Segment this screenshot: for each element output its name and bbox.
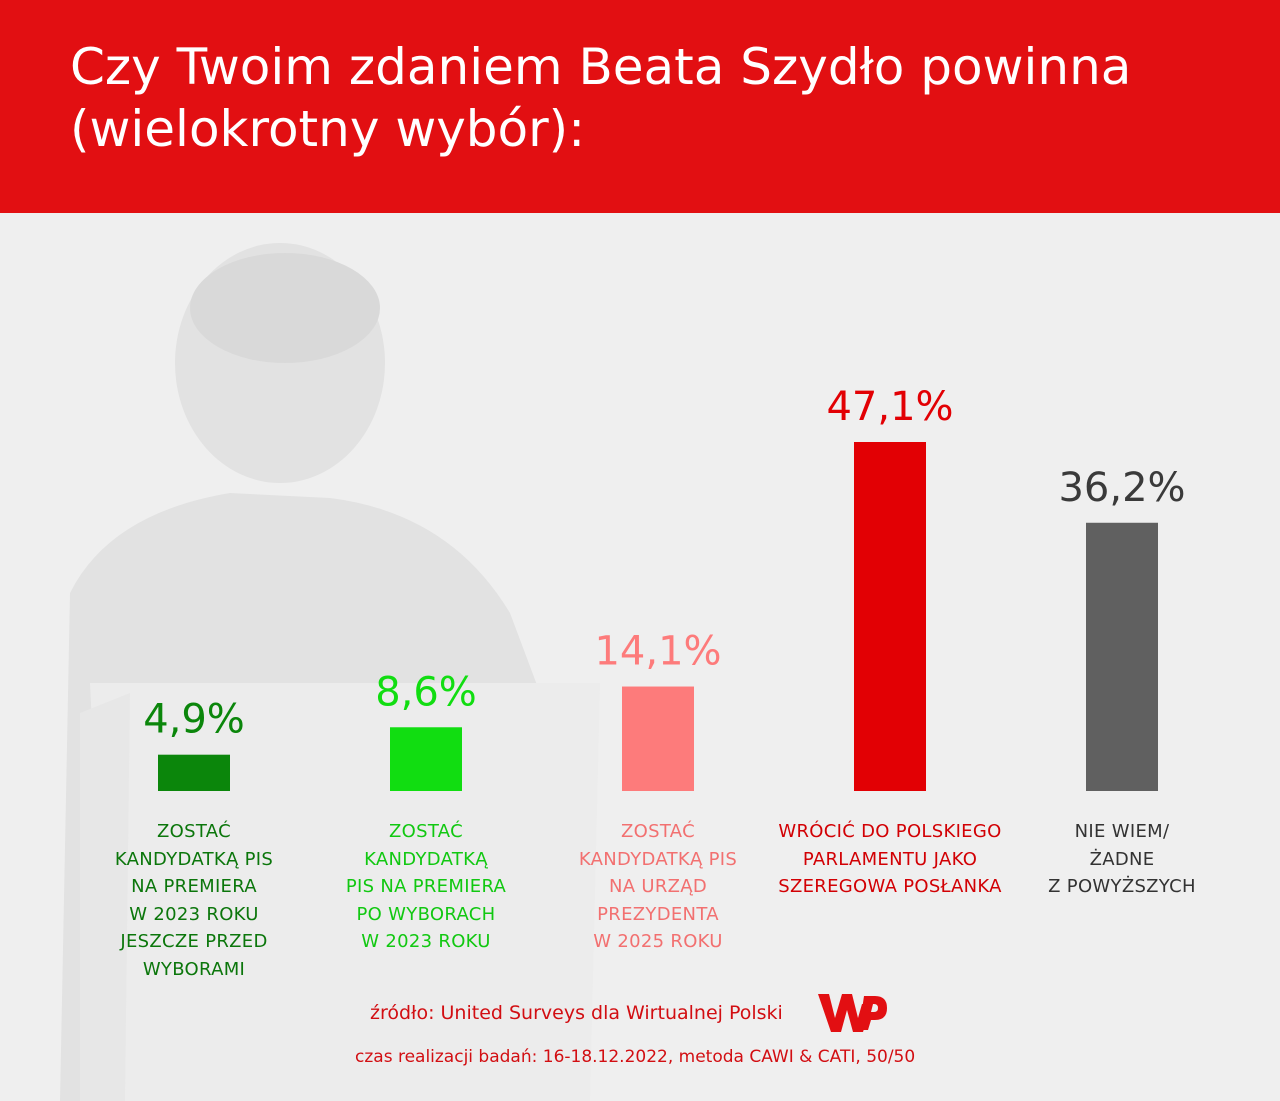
category-label-line: KANDYDATKĄ PIS xyxy=(578,848,738,870)
bar-1 xyxy=(158,754,230,791)
value-label-3: 14,1% xyxy=(594,629,721,675)
category-label-line: NIE WIEM/ xyxy=(1074,821,1170,842)
category-label-5: NIE WIEM/ŻADNE Z POWYŻSZYCH xyxy=(1007,818,1237,901)
bar-chart: 4,9% 8,6% 14,1% 47,1% 36,2% xyxy=(143,384,1186,791)
bar-3 xyxy=(622,686,694,791)
category-label-4: WRÓCIĆ DO POLSKIEGO PARLAMENTU JAKO SZEREG… xyxy=(775,818,1005,901)
source-text: źródło: United Surveys dla Wirtualnej Po… xyxy=(370,1002,783,1024)
category-label-2: ZOSTAĆ KANDYDATKĄ PIS NA PREMIERA PO WYBORA… xyxy=(311,818,541,956)
category-label-line: PIS NA PREMIERA xyxy=(345,876,507,897)
category-label-line: ZOSTAĆ xyxy=(389,821,463,842)
category-label-line: SZEREGOWA POSŁANKA xyxy=(778,876,1002,897)
value-label-2: 8,6% xyxy=(375,669,477,715)
category-label-line: Z POWYŻSZYCH xyxy=(1048,876,1196,897)
category-label-line: NA PREMIERA xyxy=(131,876,257,897)
header-banner: Czy Twoim zdaniem Beata Szydło powinna (… xyxy=(0,0,1280,213)
category-label-line: WRÓCIĆ DO POLSKIEGO xyxy=(778,821,1002,842)
category-label-line: W 2023 ROKU xyxy=(361,931,491,952)
category-label-1: ZOSTAĆ KANDYDATKĄ PIS NA PREMIERA W 2023 RO… xyxy=(79,818,309,983)
bar-5 xyxy=(1086,522,1158,791)
wp-logo-icon xyxy=(818,994,887,1032)
method-text: czas realizacji badań: 16-18.12.2022, me… xyxy=(355,1047,916,1067)
category-label-line: W 2025 ROKU xyxy=(593,931,723,952)
category-label-line: PO WYBORACH xyxy=(356,903,496,925)
source-line: źródło: United Surveys dla Wirtualnej Po… xyxy=(0,990,1280,1040)
category-label-line: ZOSTAĆ xyxy=(621,821,695,842)
category-label-3: ZOSTAĆ KANDYDATKĄ PIS NA URZĄD PREZYDENTA W … xyxy=(543,818,773,956)
value-label-4: 47,1% xyxy=(826,384,953,430)
category-label-line: KANDYDATKĄ PIS xyxy=(114,848,274,870)
category-label-line: NA URZĄD xyxy=(608,876,708,897)
category-label-line: PARLAMENTU JAKO xyxy=(802,848,978,870)
category-label-line: JESZCZE PRZED xyxy=(120,931,268,952)
value-label-1: 4,9% xyxy=(143,697,245,743)
category-label-line: W 2023 ROKU xyxy=(129,903,259,925)
category-label-line: ŻADNE xyxy=(1089,848,1155,870)
category-label-line: WYBORAMI xyxy=(142,958,246,980)
category-label-line: ZOSTAĆ xyxy=(157,821,231,842)
value-label-5: 36,2% xyxy=(1058,465,1185,511)
category-label-line: KANDYDATKĄ xyxy=(364,848,488,870)
bar-4 xyxy=(854,442,926,791)
bar-2 xyxy=(390,727,462,791)
category-label-line: PREZYDENTA xyxy=(597,903,719,925)
page-title: Czy Twoim zdaniem Beata Szydło powinna (… xyxy=(70,38,1132,158)
